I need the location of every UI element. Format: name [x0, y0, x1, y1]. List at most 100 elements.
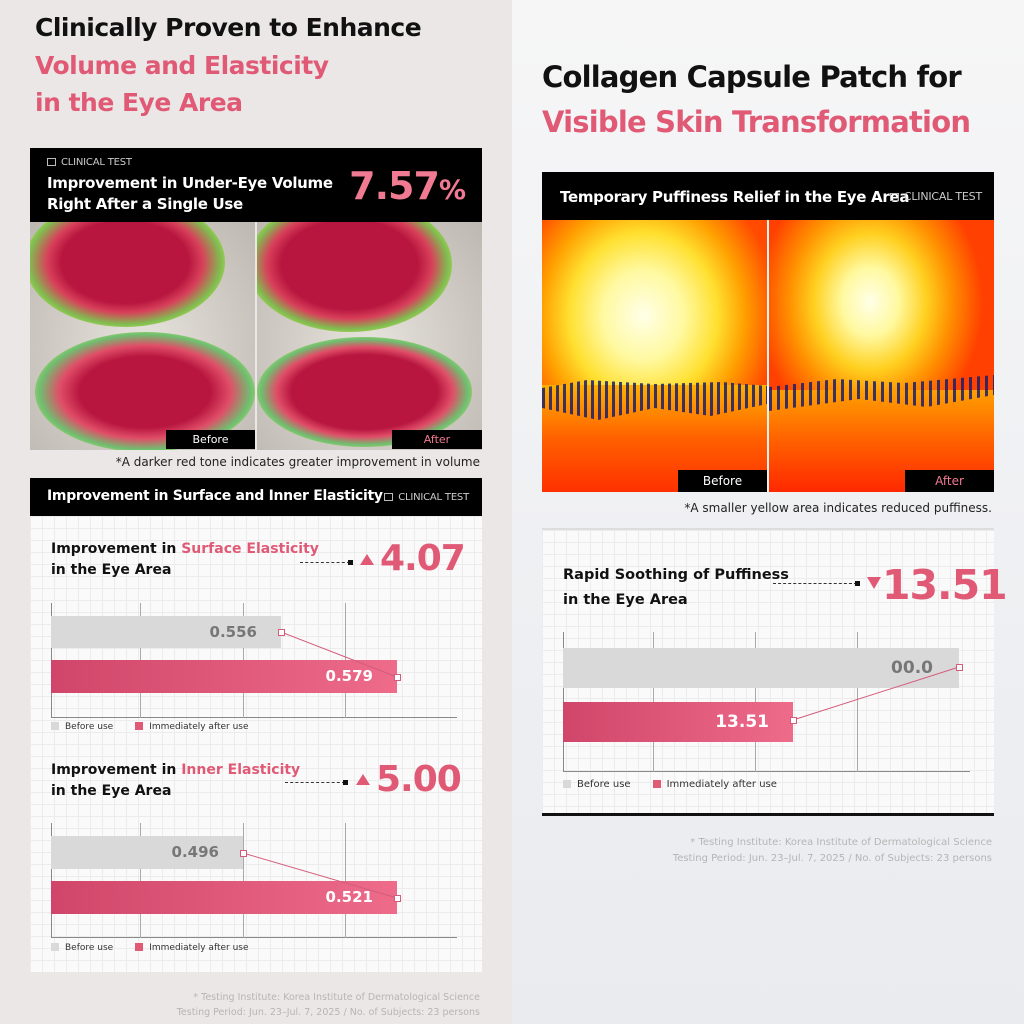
gridline	[140, 823, 141, 938]
title-prefix: Improvement in	[51, 762, 182, 778]
footnote-line1: * Testing Institute: Korea Institute of …	[193, 992, 480, 1003]
bar-after: 13.51	[563, 702, 793, 742]
puffiness-change: 13.51	[882, 561, 1008, 609]
title-highlight: Surface Elasticity	[181, 541, 319, 557]
leader-line	[285, 780, 348, 785]
legend: Before use Immediately after use	[51, 943, 249, 953]
after-node	[394, 895, 401, 902]
clinical-test-badge: CLINICAL TEST	[384, 492, 469, 503]
surface-elasticity-change: 4.07	[380, 538, 466, 579]
checklist-icon	[47, 158, 56, 166]
legend-swatch-before	[51, 943, 59, 951]
up-triangle-icon	[360, 554, 374, 565]
after-label: After	[905, 470, 994, 492]
volume-title-line2: Right After a Single Use	[47, 195, 243, 213]
before-puffiness-image	[542, 220, 767, 492]
puffiness-header: Temporary Puffiness Relief in the Eye Ar…	[542, 172, 994, 220]
left-headline-line1: Clinically Proven to Enhance	[35, 13, 422, 42]
right-headline-line1: Collagen Capsule Patch for	[542, 60, 962, 94]
badge-label: CLINICAL TEST	[61, 157, 132, 168]
checklist-icon	[384, 493, 394, 501]
upper-heat-region	[257, 222, 452, 332]
after-volume-image	[257, 222, 482, 450]
gridline	[345, 823, 346, 938]
title-line2: in the Eye Area	[51, 783, 172, 799]
badge-label: CLINICAL TEST	[398, 492, 469, 503]
volume-value: 7.57%	[349, 164, 466, 208]
puffiness-chart-panel: Rapid Soothing of Puffiness in the Eye A…	[542, 528, 1008, 816]
puffiness-image-caption: *A smaller yellow area indicates reduced…	[684, 501, 992, 515]
clinical-test-badge: CLINICAL TEST	[47, 157, 132, 168]
left-headline-line3: in the Eye Area	[35, 88, 243, 117]
legend: Before use Immediately after use	[51, 722, 249, 732]
left-footnote: * Testing Institute: Korea Institute of …	[177, 990, 480, 1020]
footnote-line2: Testing Period: Jun. 23–Jul. 7, 2025 / N…	[672, 853, 992, 864]
legend-after: Immediately after use	[666, 779, 777, 790]
elasticity-charts-panel: Improvement in Surface Elasticity in the…	[30, 516, 482, 972]
legend-swatch-before	[563, 780, 571, 788]
right-headline-line2: Visible Skin Transformation	[542, 105, 971, 139]
connector-line	[242, 852, 398, 899]
up-triangle-icon	[356, 774, 370, 785]
after-node	[790, 717, 797, 724]
bar-before: 0.496	[51, 836, 243, 869]
volume-image-caption: *A darker red tone indicates greater imp…	[115, 455, 480, 469]
right-footnote: * Testing Institute: Korea Institute of …	[673, 835, 992, 867]
footnote-line2: Testing Period: Jun. 23–Jul. 7, 2025 / N…	[176, 1007, 480, 1018]
title-prefix: Improvement in	[51, 541, 182, 557]
gridline	[857, 632, 858, 772]
legend-after: Immediately after use	[149, 722, 249, 732]
title-highlight: Inner Elasticity	[181, 762, 301, 778]
before-node	[956, 664, 963, 671]
leader-line	[300, 560, 353, 565]
legend-before: Before use	[577, 779, 631, 790]
title-line2: in the Eye Area	[563, 592, 688, 608]
legend-before: Before use	[65, 943, 114, 953]
title-line1: Rapid Soothing of Puffiness	[563, 567, 789, 583]
footnote-line1: * Testing Institute: Korea Institute of …	[690, 837, 992, 848]
inner-elasticity-title: Improvement in Inner Elasticity in the E…	[51, 760, 300, 802]
bar-after: 0.579	[51, 660, 397, 693]
leader-line	[773, 581, 860, 586]
bar-before: 0.556	[51, 616, 281, 648]
after-node	[394, 674, 401, 681]
after-puffiness-image	[769, 220, 994, 492]
clinical-test-badge: CLINICAL TEST	[889, 190, 982, 203]
right-panel-background	[512, 0, 1024, 1024]
legend-swatch-after	[135, 943, 144, 951]
volume-title: Improvement in Under-Eye Volume Right Af…	[47, 173, 333, 215]
badge-label: CLINICAL TEST	[903, 190, 982, 203]
before-label: Before	[166, 430, 255, 449]
legend-swatch-after	[652, 780, 661, 788]
bar-after: 0.521	[51, 881, 397, 914]
title-line2: in the Eye Area	[51, 562, 172, 578]
connector-line	[280, 631, 398, 678]
checklist-icon	[889, 193, 899, 201]
left-headline-line2: Volume and Elasticity	[35, 51, 329, 80]
puffiness-header-title: Temporary Puffiness Relief in the Eye Ar…	[560, 188, 910, 206]
down-triangle-icon	[867, 577, 881, 589]
volume-title-line1: Improvement in Under-Eye Volume	[47, 174, 333, 192]
gridline	[243, 823, 244, 938]
chart-axis	[51, 823, 457, 938]
legend: Before use Immediately after use	[563, 779, 777, 790]
before-label: Before	[678, 470, 767, 492]
surface-elasticity-title: Improvement in Surface Elasticity in the…	[51, 539, 319, 581]
elasticity-header-title: Improvement in Surface and Inner Elastic…	[47, 488, 383, 504]
legend-after: Immediately after use	[149, 943, 249, 953]
lower-heat-region	[257, 337, 472, 447]
volume-box: CLINICAL TEST Improvement in Under-Eye V…	[30, 148, 482, 222]
before-node	[278, 629, 285, 636]
before-volume-image	[30, 222, 255, 450]
elasticity-header: Improvement in Surface and Inner Elastic…	[30, 478, 482, 516]
volume-number: 7.57	[349, 164, 440, 208]
puffiness-chart-title: Rapid Soothing of Puffiness in the Eye A…	[563, 563, 789, 613]
bar-before: 00.0	[563, 648, 959, 688]
legend-before: Before use	[65, 722, 114, 732]
after-label: After	[392, 430, 482, 449]
inner-elasticity-change: 5.00	[376, 759, 462, 800]
legend-swatch-after	[135, 722, 144, 730]
legend-swatch-before	[51, 722, 59, 730]
connector-line	[792, 666, 960, 721]
volume-unit: %	[438, 175, 466, 206]
